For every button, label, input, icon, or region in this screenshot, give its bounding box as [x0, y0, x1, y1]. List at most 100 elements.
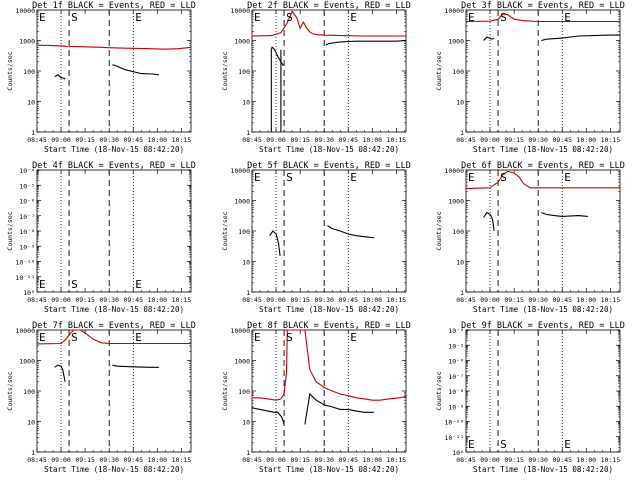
marker-e: E: [564, 171, 571, 184]
marker-s: S: [286, 11, 293, 24]
x-tick-label: 09:30: [314, 456, 334, 464]
y-tick-label: 100: [238, 228, 250, 236]
x-tick-label: 09:30: [314, 296, 334, 304]
x-axis-label: Start Time (18-Nov-15 08:42:20): [44, 305, 184, 314]
y-axis-label: Counts/sec: [435, 51, 443, 90]
x-tick-label: 09:30: [314, 136, 334, 144]
x-tick-label: 10:00: [148, 136, 168, 144]
x-tick-label: 09:30: [99, 456, 119, 464]
y-tick-label: 10000: [230, 167, 250, 175]
chart-title: Det 6f BLACK = Events, RED = LLD: [461, 161, 625, 171]
marker-e: E: [254, 171, 261, 184]
y-tick-label: 1000: [448, 198, 464, 206]
plot-frame: [465, 329, 621, 453]
marker-s: S: [286, 171, 293, 184]
series-lld-segment-1: [251, 10, 406, 37]
chart-panel-3: Det 3f BLACK = Events, RED = LLD10000100…: [435, 1, 625, 154]
x-axis-label: Start Time (18-Nov-15 08:42:20): [259, 145, 399, 154]
y-tick-label: 10⁻⁵: [19, 182, 35, 190]
y-tick-label: 100: [238, 68, 250, 76]
y-tick-label: 10000: [444, 167, 464, 175]
plot-frame: [251, 329, 407, 453]
y-tick-label: 10000: [15, 7, 35, 15]
x-tick-label: 09:45: [552, 296, 572, 304]
x-tick-label: 09:00: [51, 296, 71, 304]
x-tick-label: 08:45: [242, 456, 262, 464]
marker-e: E: [350, 11, 357, 24]
series-lld-segment-1: [36, 329, 191, 345]
series-events-segment-2: [541, 34, 620, 42]
y-tick-label: 1000: [19, 358, 35, 366]
series-events-segment-1: [54, 74, 66, 80]
marker-e: E: [564, 438, 571, 451]
x-tick-label: 10:15: [172, 136, 192, 144]
y-tick-label: 10⁻⁸: [19, 228, 35, 236]
x-tick-label: 08:45: [456, 456, 476, 464]
series-lld-segment-1: [465, 13, 620, 23]
x-tick-label: 09:15: [75, 296, 95, 304]
marker-s: S: [71, 331, 78, 344]
marker-e: E: [39, 11, 46, 24]
marker-e: E: [468, 171, 475, 184]
marker-e: E: [468, 11, 475, 24]
y-tick-label: 100: [23, 68, 35, 76]
y-tick-label: 10: [242, 99, 250, 107]
x-axis-label: Start Time (18-Nov-15 08:42:20): [44, 465, 184, 474]
y-tick-label: 1: [246, 129, 250, 137]
y-tick-label: 100: [23, 388, 35, 396]
marker-s: S: [500, 11, 507, 24]
y-axis-label: Counts/sec: [6, 51, 14, 90]
y-tick-label: 1000: [234, 358, 250, 366]
marker-s: S: [500, 438, 507, 451]
y-tick-label: 1000: [19, 38, 35, 46]
y-tick-label: 10000: [230, 327, 250, 335]
marker-s: S: [71, 278, 78, 291]
y-tick-label: 10⁻⁶: [448, 358, 464, 366]
x-tick-label: 10:00: [148, 296, 168, 304]
x-tick-label: 09:30: [99, 296, 119, 304]
marker-e: E: [39, 278, 46, 291]
x-tick-label: 10:15: [172, 456, 192, 464]
plot-frame: [36, 9, 192, 133]
chart-panel-2: Det 2f BLACK = Events, RED = LLD10000100…: [221, 1, 411, 154]
x-tick-label: 10:00: [577, 136, 597, 144]
series-lld-segment-1: [465, 170, 620, 189]
x-tick-label: 10:00: [363, 136, 383, 144]
chart-title: Det 4f BLACK = Events, RED = LLD: [32, 161, 196, 171]
series-events-segment-2: [541, 212, 588, 217]
x-tick-label: 08:45: [27, 456, 47, 464]
y-tick-label: 10: [27, 99, 35, 107]
y-tick-label: 10: [242, 419, 250, 427]
chart-panel-7: Det 7f BLACK = Events, RED = LLD10000100…: [6, 321, 196, 474]
chart-title: Det 5f BLACK = Events, RED = LLD: [247, 161, 411, 171]
x-tick-label: 09:15: [504, 136, 524, 144]
chart-title: Det 9f BLACK = Events, RED = LLD: [461, 321, 625, 331]
series-lld-segment-1: [36, 44, 69, 48]
chart-panel-1: Det 1f BLACK = Events, RED = LLD10000100…: [6, 1, 196, 154]
x-tick-label: 09:45: [338, 136, 358, 144]
x-tick-label: 09:30: [528, 136, 548, 144]
series-events-segment-1: [483, 36, 495, 41]
y-tick-label: 1: [460, 129, 464, 137]
x-tick-label: 10:15: [601, 136, 621, 144]
x-tick-label: 10:00: [577, 456, 597, 464]
y-tick-label: 10: [27, 419, 35, 427]
y-tick-label: 10⁻⁶: [19, 198, 35, 206]
series-events-segment-1: [483, 211, 495, 232]
series-events-segment-1: [269, 230, 281, 257]
y-tick-label: 1: [460, 289, 464, 297]
x-tick-label: 09:45: [123, 136, 143, 144]
series-events-segment-1: [251, 407, 285, 425]
x-tick-label: 09:15: [75, 136, 95, 144]
chart-panel-8: Det 8f BLACK = Events, RED = LLD10000100…: [221, 321, 411, 474]
x-tick-label: 10:00: [148, 456, 168, 464]
y-tick-label: 1: [31, 449, 35, 457]
series-events-segment-2: [304, 392, 374, 425]
marker-e: E: [39, 331, 46, 344]
plot-frame: [251, 169, 407, 293]
y-axis-label: Counts/sec: [221, 211, 229, 250]
x-tick-label: 09:45: [123, 296, 143, 304]
y-tick-label: 1000: [234, 198, 250, 206]
series-events-segment-2: [112, 364, 159, 368]
